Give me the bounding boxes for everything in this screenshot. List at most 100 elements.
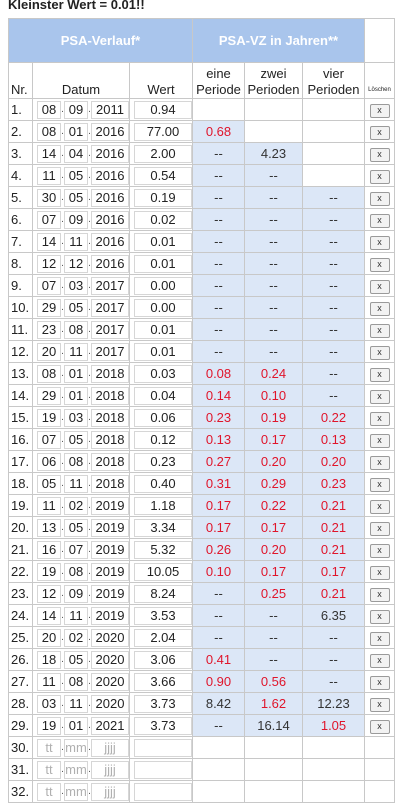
day-input[interactable]: 12: [37, 584, 61, 603]
year-input[interactable]: 2016: [91, 144, 129, 163]
year-input[interactable]: 2016: [91, 254, 129, 273]
day-input[interactable]: 11: [37, 496, 61, 515]
year-input[interactable]: 2018: [91, 386, 129, 405]
day-input[interactable]: 08: [37, 122, 61, 141]
day-input[interactable]: 03: [37, 694, 61, 713]
year-input[interactable]: 2019: [91, 540, 129, 559]
year-input[interactable]: 2017: [91, 320, 129, 339]
day-input[interactable]: tt: [37, 782, 61, 801]
year-input[interactable]: 2016: [91, 188, 129, 207]
year-input[interactable]: 2019: [91, 606, 129, 625]
psa-value-input[interactable]: 3.53: [134, 606, 192, 625]
month-input[interactable]: 09: [64, 584, 88, 603]
delete-row-button[interactable]: x: [369, 390, 390, 404]
day-input[interactable]: 07: [37, 210, 61, 229]
psa-value-input[interactable]: 0.01: [134, 254, 192, 273]
year-input[interactable]: 2016: [91, 166, 129, 185]
delete-row-button[interactable]: x: [369, 434, 390, 448]
psa-value-input[interactable]: 0.94: [134, 100, 192, 119]
psa-value-input[interactable]: [134, 782, 192, 801]
month-input[interactable]: 05: [64, 298, 88, 317]
month-input[interactable]: 05: [64, 518, 88, 537]
psa-value-input[interactable]: 0.40: [134, 474, 192, 493]
year-input[interactable]: 2018: [91, 364, 129, 383]
psa-value-input[interactable]: [134, 738, 192, 757]
year-input[interactable]: 2020: [91, 650, 129, 669]
day-input[interactable]: 18: [37, 650, 61, 669]
month-input[interactable]: mm: [64, 738, 88, 757]
psa-value-input[interactable]: 0.01: [134, 320, 192, 339]
day-input[interactable]: 14: [37, 144, 61, 163]
day-input[interactable]: 06: [37, 452, 61, 471]
psa-value-input[interactable]: 0.00: [134, 298, 192, 317]
month-input[interactable]: 01: [64, 122, 88, 141]
month-input[interactable]: 01: [64, 716, 88, 735]
day-input[interactable]: 19: [37, 562, 61, 581]
day-input[interactable]: 08: [37, 364, 61, 383]
month-input[interactable]: mm: [64, 760, 88, 779]
delete-row-button[interactable]: x: [369, 192, 390, 206]
month-input[interactable]: 11: [64, 342, 88, 361]
day-input[interactable]: 20: [37, 628, 61, 647]
day-input[interactable]: 11: [37, 672, 61, 691]
year-input[interactable]: 2019: [91, 518, 129, 537]
delete-row-button[interactable]: x: [369, 654, 390, 668]
day-input[interactable]: 19: [37, 716, 61, 735]
psa-value-input[interactable]: 0.01: [134, 342, 192, 361]
psa-value-input[interactable]: 0.02: [134, 210, 192, 229]
day-input[interactable]: 14: [37, 232, 61, 251]
day-input[interactable]: 16: [37, 540, 61, 559]
month-input[interactable]: 05: [64, 430, 88, 449]
psa-value-input[interactable]: 0.06: [134, 408, 192, 427]
day-input[interactable]: 29: [37, 298, 61, 317]
delete-row-button[interactable]: x: [369, 170, 390, 184]
day-input[interactable]: 11: [37, 166, 61, 185]
psa-value-input[interactable]: 3.34: [134, 518, 192, 537]
psa-value-input[interactable]: 0.00: [134, 276, 192, 295]
year-input[interactable]: 2018: [91, 474, 129, 493]
day-input[interactable]: tt: [37, 760, 61, 779]
psa-value-input[interactable]: 5.32: [134, 540, 192, 559]
month-input[interactable]: 11: [64, 232, 88, 251]
month-input[interactable]: 02: [64, 628, 88, 647]
psa-value-input[interactable]: 0.03: [134, 364, 192, 383]
year-input[interactable]: 2021: [91, 716, 129, 735]
month-input[interactable]: 08: [64, 672, 88, 691]
year-input[interactable]: 2018: [91, 430, 129, 449]
month-input[interactable]: 01: [64, 364, 88, 383]
day-input[interactable]: tt: [37, 738, 61, 757]
year-input[interactable]: 2016: [91, 122, 129, 141]
delete-row-button[interactable]: x: [369, 566, 390, 580]
psa-value-input[interactable]: 2.00: [134, 144, 192, 163]
month-input[interactable]: 11: [64, 694, 88, 713]
psa-value-input[interactable]: 3.73: [134, 694, 192, 713]
delete-row-button[interactable]: x: [369, 126, 390, 140]
delete-row-button[interactable]: x: [369, 148, 390, 162]
year-input[interactable]: jjjj: [91, 738, 129, 757]
year-input[interactable]: 2016: [91, 232, 129, 251]
day-input[interactable]: 20: [37, 342, 61, 361]
psa-value-input[interactable]: 3.73: [134, 716, 192, 735]
day-input[interactable]: 14: [37, 606, 61, 625]
delete-row-button[interactable]: x: [369, 522, 390, 536]
delete-row-button[interactable]: x: [369, 632, 390, 646]
psa-value-input[interactable]: 0.54: [134, 166, 192, 185]
year-input[interactable]: 2016: [91, 210, 129, 229]
year-input[interactable]: 2019: [91, 584, 129, 603]
month-input[interactable]: 08: [64, 562, 88, 581]
day-input[interactable]: 08: [37, 100, 61, 119]
month-input[interactable]: 08: [64, 452, 88, 471]
month-input[interactable]: 05: [64, 188, 88, 207]
psa-value-input[interactable]: 0.19: [134, 188, 192, 207]
year-input[interactable]: 2020: [91, 672, 129, 691]
day-input[interactable]: 12: [37, 254, 61, 273]
psa-value-input[interactable]: 10.05: [134, 562, 192, 581]
day-input[interactable]: 29: [37, 386, 61, 405]
day-input[interactable]: 19: [37, 408, 61, 427]
year-input[interactable]: jjjj: [91, 760, 129, 779]
psa-value-input[interactable]: 0.04: [134, 386, 192, 405]
month-input[interactable]: 03: [64, 408, 88, 427]
delete-row-button[interactable]: x: [369, 324, 390, 338]
delete-row-button[interactable]: x: [369, 346, 390, 360]
psa-value-input[interactable]: 2.04: [134, 628, 192, 647]
